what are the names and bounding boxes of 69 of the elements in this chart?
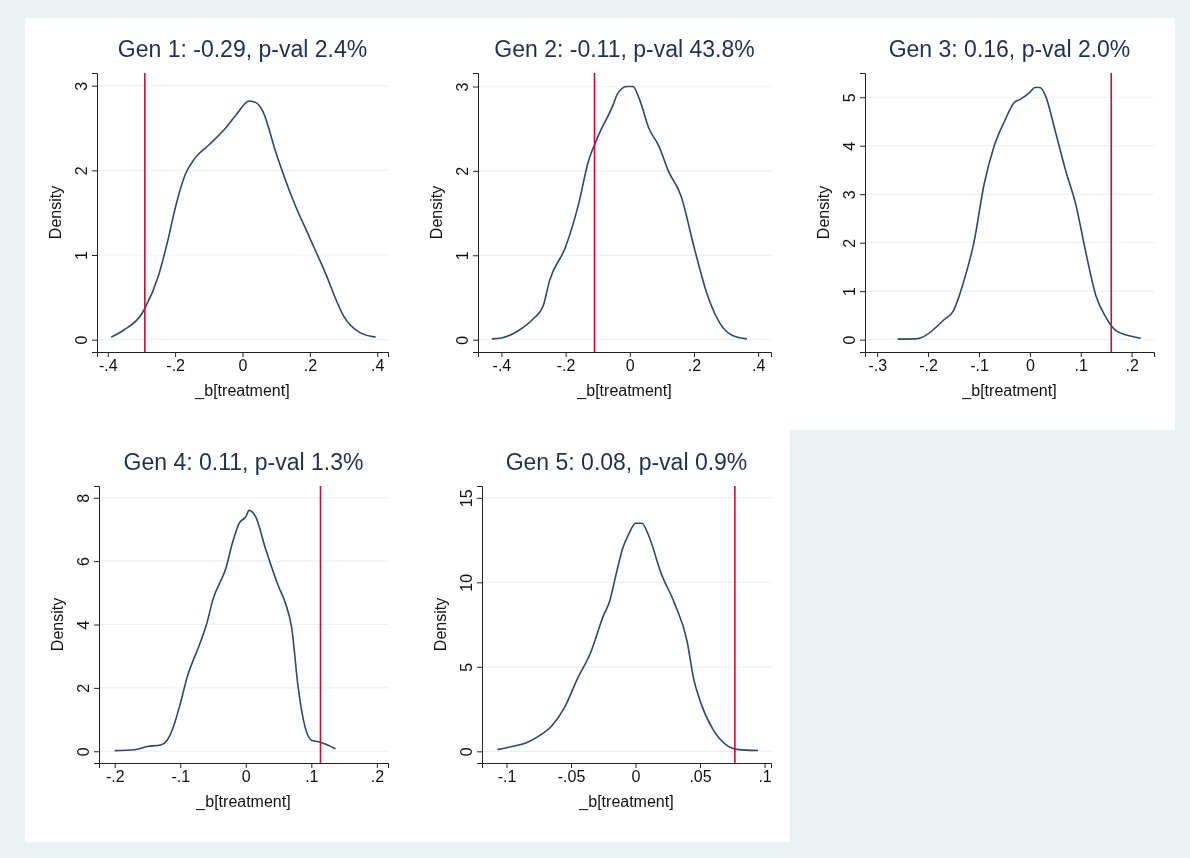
y-tick-label: 4 [75, 620, 92, 630]
x-axis-title: _b[treatment] [961, 382, 1057, 400]
y-tick-label: 0 [454, 335, 471, 345]
chart-title: Gen 1: -0.29, p-val 2.4% [117, 36, 368, 62]
x-tick-label: 0 [631, 768, 641, 786]
x-tick-label: .1 [305, 768, 319, 786]
x-tick-label: -.3 [868, 357, 888, 375]
x-tick-label: 0 [241, 768, 251, 786]
line-series [496, 522, 759, 752]
y-axis-title: Density [815, 185, 832, 240]
x-tick-label: .2 [303, 357, 318, 375]
y-axis-title: Density [432, 597, 449, 652]
x-tick-label: .05 [689, 768, 712, 786]
y-tick-label: 5 [841, 93, 858, 103]
x-tick-label: -.05 [557, 768, 586, 786]
y-tick-label: 3 [454, 82, 471, 92]
x-tick-label: .2 [370, 768, 385, 786]
chart-title: Gen 4: 0.11, p-val 1.3% [123, 449, 364, 475]
line-series [110, 100, 377, 338]
x-tick-label: -.1 [497, 768, 517, 786]
y-tick-label: 5 [458, 662, 475, 672]
x-tick-label: .1 [1074, 357, 1089, 375]
x-tick-label: 0 [1025, 357, 1035, 375]
x-tick-label: -.4 [492, 357, 512, 375]
y-tick-label: 10 [458, 573, 475, 592]
x-tick-label: -.1 [970, 357, 989, 375]
x-tick-label: .4 [371, 357, 385, 375]
y-tick-label: 2 [75, 683, 92, 693]
y-tick-label: 1 [841, 287, 858, 297]
x-axis-title: _b[treatment] [195, 793, 291, 811]
y-axis-title: Density [49, 597, 66, 652]
y-tick-label: 0 [458, 747, 475, 757]
y-tick-label: 2 [454, 166, 471, 176]
x-tick-label: .2 [687, 357, 702, 375]
y-tick-label: 0 [73, 335, 90, 345]
x-tick-label: .2 [1125, 357, 1139, 375]
chart-title: Gen 2: -0.11, p-val 43.8% [494, 36, 755, 62]
line-series [491, 85, 748, 340]
chart-title: Gen 3: 0.16, p-val 2.0% [888, 36, 1131, 62]
x-tick-label: .1 [758, 768, 772, 786]
x-tick-label: 0 [238, 357, 248, 375]
y-axis-title: Density [428, 185, 445, 240]
y-tick-label: 3 [841, 190, 858, 200]
y-tick-label: 0 [75, 747, 92, 757]
x-tick-label: -.2 [919, 357, 939, 375]
y-axis-title: Density [47, 185, 64, 240]
x-axis-title: _b[treatment] [194, 382, 290, 400]
x-tick-label: .4 [751, 357, 766, 375]
y-tick-label: 1 [454, 251, 471, 261]
y-tick-label: 2 [841, 238, 858, 248]
chart-title: Gen 5: 0.08, p-val 0.9% [505, 449, 748, 475]
x-tick-label: -.4 [98, 357, 118, 375]
x-axis-title: _b[treatment] [578, 793, 674, 811]
x-tick-label: -.2 [166, 357, 186, 375]
y-tick-label: 15 [458, 489, 475, 508]
y-tick-label: 0 [841, 335, 858, 345]
y-tick-label: 4 [841, 141, 858, 151]
line-series [896, 86, 1142, 340]
y-tick-label: 6 [75, 557, 92, 567]
y-tick-label: 8 [75, 493, 92, 503]
x-tick-label: -.2 [556, 357, 576, 375]
y-tick-label: 2 [73, 166, 90, 176]
x-tick-label: 0 [625, 357, 635, 375]
y-tick-label: 3 [73, 81, 90, 91]
y-tick-label: 1 [73, 250, 90, 260]
x-tick-label: -.1 [171, 768, 191, 786]
line-series [113, 509, 337, 752]
x-tick-label: -.2 [105, 768, 125, 786]
x-axis-title: _b[treatment] [576, 382, 672, 400]
